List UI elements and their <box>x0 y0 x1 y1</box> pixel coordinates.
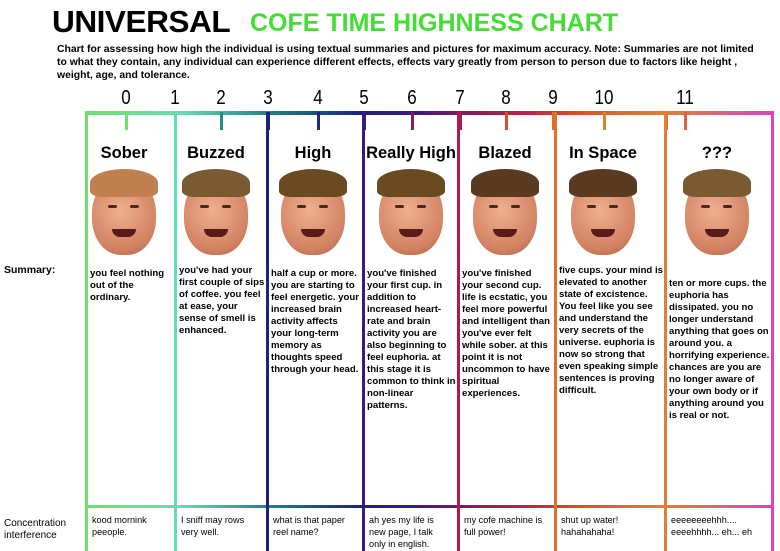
face-image <box>371 165 451 257</box>
stage-summary: you've had your first couple of sips of … <box>179 265 265 336</box>
scale-number: 9 <box>548 87 558 109</box>
stage-label-1: Buzzed <box>187 144 245 162</box>
concentration-text: what is that paper reel name? <box>273 515 345 538</box>
scale-number: 7 <box>455 87 465 109</box>
stage-label-6: ??? <box>701 144 733 162</box>
description: Chart for assessing how high the individ… <box>57 44 754 81</box>
face-image <box>176 165 256 257</box>
stage-label-4: Blazed <box>478 144 532 162</box>
stage-summary: you feel nothing out of the ordinary. <box>90 268 165 303</box>
scale-tick <box>684 112 687 130</box>
face-image <box>273 165 353 257</box>
stage-summary: half a cup or more. you are starting to … <box>271 268 359 375</box>
scale-tick <box>317 112 320 130</box>
face-image <box>465 165 545 257</box>
concentration-text: kood mornink peeople. <box>92 515 147 538</box>
column-divider <box>174 112 177 551</box>
scale-number: 3 <box>263 87 273 109</box>
stage-summary: five cups. your mind is elevated to anot… <box>559 265 663 396</box>
title-universal: UNIVERSAL <box>52 4 231 39</box>
scale-number: 2 <box>216 87 226 109</box>
scale-number: 1 <box>170 87 180 109</box>
scale-number: 11 <box>676 87 694 109</box>
scale-tick <box>552 112 555 130</box>
concentration-text: my cofe machine is full power! <box>464 515 543 538</box>
stage-summary: ten or more cups. the euphoria has dissi… <box>669 278 770 421</box>
stage-summary: you've finished your second cup. life is… <box>462 268 550 399</box>
column-divider <box>554 112 557 551</box>
scale-number: 0 <box>121 87 131 109</box>
column-divider <box>266 112 269 551</box>
scale-number: 6 <box>407 87 417 109</box>
title-chart-name: COFE TIME HIGHNESS CHART <box>250 9 619 37</box>
face-image <box>563 165 643 257</box>
scale-line <box>85 111 774 115</box>
stage-label-3: Really High <box>366 144 456 162</box>
scale-number: 8 <box>501 87 511 109</box>
face-image <box>84 165 164 257</box>
column-divider <box>664 112 667 551</box>
scale-number: 10 <box>594 87 614 109</box>
scale-number: 4 <box>313 87 323 109</box>
scale-number: 5 <box>359 87 369 109</box>
face-image <box>677 165 757 257</box>
column-divider <box>771 112 774 551</box>
summary-row-label: Summary: <box>4 264 56 276</box>
scale-tick <box>603 112 606 130</box>
concentration-text: eeeeeeeehhh.... eeeehhhh... eh... eh <box>671 515 753 538</box>
row-divider <box>85 505 774 508</box>
concentration-text: shut up water! hahahahaha! <box>561 515 619 538</box>
scale-tick <box>125 112 128 130</box>
scale-tick <box>411 112 414 130</box>
column-divider <box>457 112 460 551</box>
column-divider <box>85 112 88 551</box>
scale-tick <box>505 112 508 130</box>
scale-tick <box>220 112 223 130</box>
stage-label-2: High <box>294 144 332 162</box>
column-divider <box>362 112 365 551</box>
stage-summary: you've finished your first cup. in addit… <box>367 268 456 411</box>
concentration-row-label: Concentration interference <box>4 517 67 541</box>
stage-label-0: Sober <box>100 144 148 162</box>
concentration-text: I sniff may rows very well. <box>181 515 245 538</box>
scale-tick <box>459 112 462 130</box>
concentration-text: ah yes my life is new page, I talk only … <box>369 515 434 550</box>
stage-label-5: In Space <box>569 144 637 162</box>
